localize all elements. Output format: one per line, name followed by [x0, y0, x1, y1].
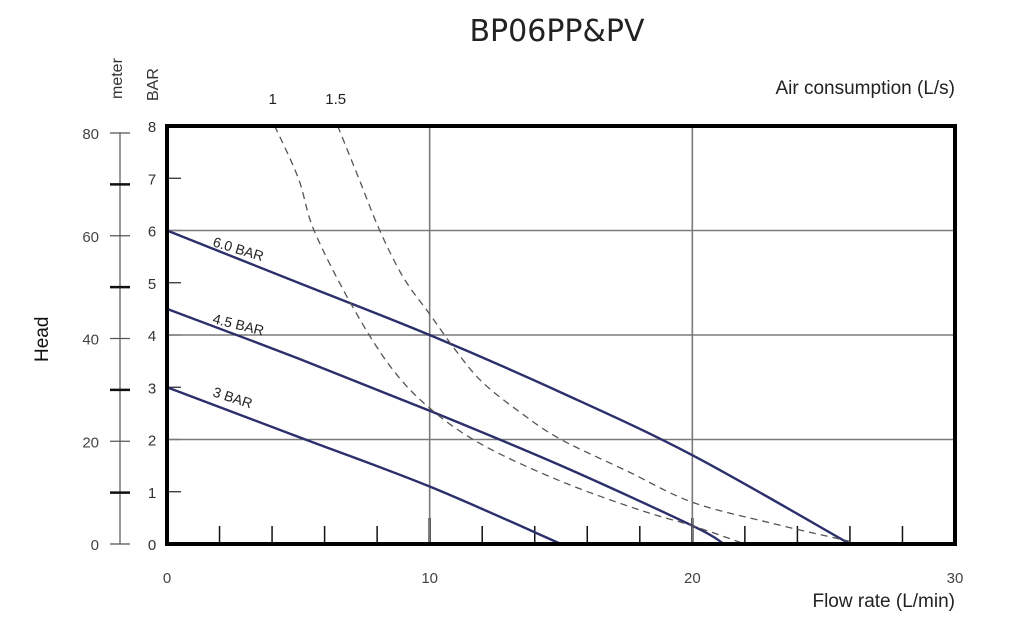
- meter-tick-label: 80: [82, 126, 99, 143]
- bar-tick-label: 0: [148, 537, 156, 554]
- air-consumption-ticks: 1 1.5: [269, 91, 347, 108]
- bar-tick-label: 3: [148, 380, 156, 397]
- air-consumption-label: Air consumption (L/s): [775, 78, 955, 99]
- pressure-curve: [166, 307, 725, 546]
- meter-tick-label: 0: [91, 537, 99, 554]
- x-axis-ticks: 0 10 20 30: [163, 518, 964, 587]
- bar-tick-label: 5: [148, 276, 156, 293]
- x-tick-label: 30: [947, 570, 964, 587]
- pressure-curve: [166, 386, 562, 546]
- data-series: [166, 125, 851, 546]
- meter-unit-label: meter: [109, 57, 126, 99]
- air-tick-label: 1: [269, 91, 277, 108]
- bar-tick-label: 2: [148, 433, 156, 450]
- plot-frame: [165, 124, 957, 546]
- bar-tick-label: 8: [148, 119, 156, 136]
- meter-tick-label: 20: [82, 434, 99, 451]
- bar-axis-ticks: 0 1 2 3 4 5 6 7 8: [148, 119, 181, 554]
- y-axis-title: Head: [32, 317, 53, 362]
- air-tick-label: 1.5: [325, 91, 346, 108]
- bar-unit-label: BAR: [145, 68, 162, 101]
- meter-tick-label: 40: [82, 332, 99, 349]
- pressure-curve: [166, 229, 851, 546]
- meter-tick-label: 60: [82, 229, 99, 246]
- bar-tick-label: 7: [148, 171, 156, 188]
- air-consumption-curve: [274, 125, 746, 545]
- bar-tick-label: 6: [148, 224, 156, 241]
- series-labels: 6.0 BAR 4.5 BAR 3 BAR: [211, 234, 266, 412]
- grid-lines: [167, 126, 955, 544]
- bar-tick-label: 1: [148, 485, 156, 502]
- x-axis-title: Flow rate (L/min): [812, 591, 955, 612]
- x-tick-label: 10: [421, 570, 438, 587]
- meter-axis: 0 20 40 60 80: [82, 126, 130, 554]
- chart-title: BP06PP&PV: [469, 14, 645, 49]
- air-consumption-curve: [337, 125, 851, 543]
- x-tick-label: 0: [163, 570, 171, 587]
- x-tick-label: 20: [684, 570, 701, 587]
- bar-tick-label: 4: [148, 328, 156, 345]
